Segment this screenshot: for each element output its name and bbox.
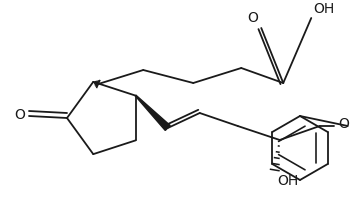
Text: O: O — [14, 108, 25, 122]
Text: OH: OH — [313, 2, 335, 16]
Text: O: O — [339, 117, 350, 131]
Polygon shape — [135, 95, 170, 130]
Text: OH: OH — [278, 174, 299, 188]
Text: O: O — [247, 11, 258, 25]
